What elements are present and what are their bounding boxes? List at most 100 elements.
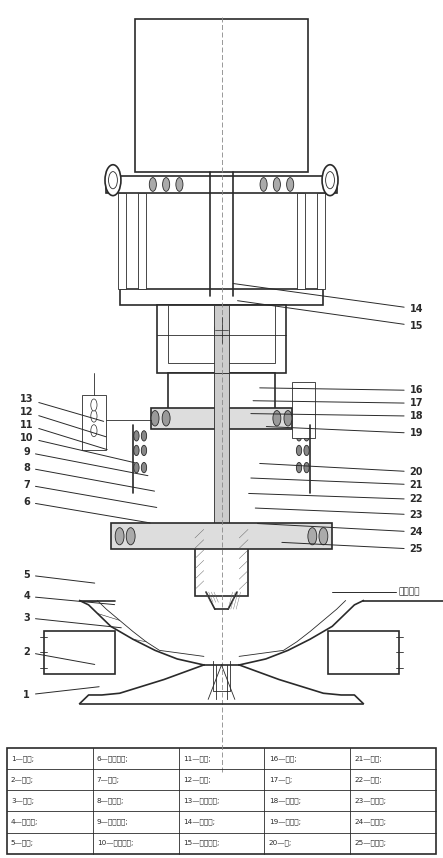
Circle shape	[304, 431, 309, 441]
Text: 19—压力表;: 19—压力表;	[269, 819, 301, 825]
Text: 6—流量管道;: 6—流量管道;	[97, 755, 128, 762]
Bar	[214, 373, 229, 532]
Bar	[292, 382, 315, 438]
Text: 3—阀座;: 3—阀座;	[11, 798, 34, 804]
Circle shape	[287, 178, 294, 191]
Text: 6: 6	[23, 497, 150, 523]
Circle shape	[308, 528, 317, 545]
Bar	[195, 536, 248, 596]
Bar	[297, 193, 305, 289]
Text: 23—密封垫;: 23—密封垫;	[355, 798, 387, 804]
Circle shape	[91, 399, 97, 411]
Text: 9: 9	[23, 447, 148, 475]
Bar	[106, 176, 337, 193]
Text: 22—填料;: 22—填料;	[355, 776, 382, 783]
Text: 7—阀门;: 7—阀门;	[97, 776, 120, 783]
Circle shape	[149, 178, 156, 191]
Text: 24—卸开孔;: 24—卸开孔;	[355, 819, 387, 825]
Text: 17: 17	[253, 398, 423, 408]
Text: 17—销;: 17—销;	[269, 776, 292, 783]
Circle shape	[176, 178, 183, 191]
Circle shape	[91, 410, 97, 422]
Circle shape	[326, 172, 334, 189]
Text: 5—垫片;: 5—垫片;	[11, 840, 34, 847]
Text: 10: 10	[20, 432, 135, 462]
Text: 16—机座;: 16—机座;	[269, 755, 296, 762]
Text: 14—连接杆;: 14—连接杆;	[183, 819, 215, 825]
Text: 18—压力表;: 18—压力表;	[269, 798, 301, 804]
Circle shape	[273, 411, 281, 426]
Circle shape	[141, 462, 147, 473]
Circle shape	[260, 178, 267, 191]
Circle shape	[296, 462, 302, 473]
Bar	[111, 523, 332, 549]
Text: 25: 25	[282, 542, 423, 554]
Text: 3: 3	[23, 613, 121, 628]
Circle shape	[273, 178, 280, 191]
Circle shape	[151, 411, 159, 426]
Text: 15—限位开关;: 15—限位开关;	[183, 840, 219, 847]
Text: 24: 24	[257, 523, 423, 537]
Text: 8: 8	[23, 462, 155, 491]
Circle shape	[126, 528, 135, 545]
Text: 21—螺柱;: 21—螺柱;	[355, 755, 382, 762]
Bar	[118, 193, 126, 289]
Text: 5: 5	[23, 570, 95, 583]
Circle shape	[322, 165, 338, 196]
Text: 11: 11	[20, 420, 107, 450]
Text: 21: 21	[251, 478, 423, 490]
Text: 18: 18	[251, 411, 423, 421]
Circle shape	[134, 431, 139, 441]
Circle shape	[141, 431, 147, 441]
Text: 20: 20	[260, 463, 423, 477]
Text: 7: 7	[23, 480, 157, 507]
Circle shape	[162, 411, 170, 426]
Text: 1: 1	[23, 686, 99, 700]
Circle shape	[296, 431, 302, 441]
Text: 23: 23	[255, 508, 423, 520]
Circle shape	[105, 165, 121, 196]
Circle shape	[215, 317, 228, 343]
Bar	[151, 408, 292, 429]
Circle shape	[304, 445, 309, 456]
Circle shape	[296, 445, 302, 456]
Bar	[7, 748, 436, 854]
Bar	[157, 305, 286, 373]
Text: 20—锁;: 20—锁;	[269, 840, 292, 847]
Text: 13: 13	[20, 394, 104, 421]
Bar	[135, 19, 308, 172]
Text: 2: 2	[23, 647, 95, 664]
Circle shape	[304, 462, 309, 473]
Circle shape	[284, 411, 292, 426]
Circle shape	[319, 528, 328, 545]
Text: 22: 22	[249, 493, 423, 505]
Text: 10—填料螺栓;: 10—填料螺栓;	[97, 840, 133, 847]
Text: 15: 15	[237, 300, 423, 331]
Bar	[317, 193, 325, 289]
Text: 13—动力机组;: 13—动力机组;	[183, 798, 219, 804]
Text: 16: 16	[260, 385, 423, 396]
Circle shape	[134, 462, 139, 473]
Text: 25—闸量盘;: 25—闸量盘;	[355, 840, 387, 847]
Text: 12—缸体;: 12—缸体;	[183, 776, 210, 783]
Bar	[120, 289, 323, 305]
Circle shape	[163, 178, 170, 191]
Bar	[168, 373, 275, 425]
Text: 4—下阀片;: 4—下阀片;	[11, 819, 38, 825]
Bar	[138, 193, 146, 289]
Text: 8—填料函;: 8—填料函;	[97, 798, 124, 804]
Circle shape	[91, 425, 97, 437]
Text: 14: 14	[233, 283, 423, 314]
Text: 介质流向: 介质流向	[399, 588, 420, 596]
Circle shape	[141, 445, 147, 456]
Circle shape	[134, 445, 139, 456]
Text: 4: 4	[23, 591, 115, 605]
Bar	[168, 305, 275, 363]
Text: 2—阀盖;: 2—阀盖;	[11, 776, 34, 783]
Bar	[82, 395, 106, 450]
Text: 9—填料压盖;: 9—填料压盖;	[97, 819, 128, 825]
Bar	[44, 631, 115, 674]
Circle shape	[115, 528, 124, 545]
Bar	[328, 631, 399, 674]
Bar	[214, 305, 229, 373]
